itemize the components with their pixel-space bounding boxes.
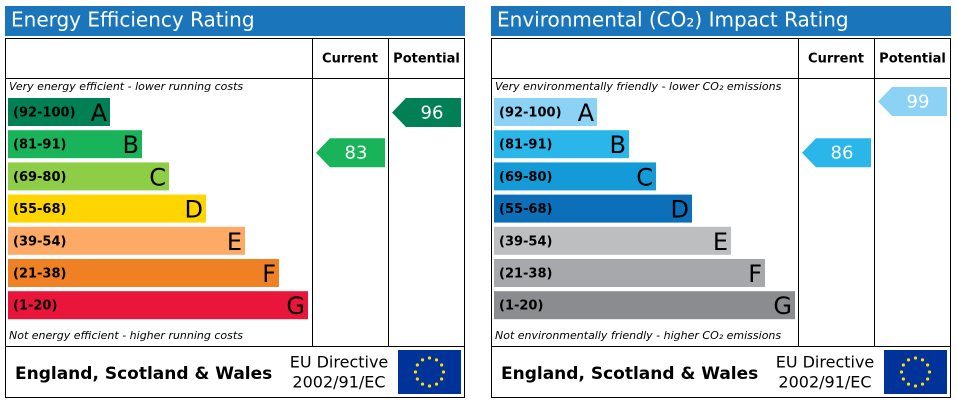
band (8, 162, 169, 191)
bottom-note: Not environmentally friendly - higher CO… (495, 329, 781, 342)
band (494, 291, 795, 320)
band (8, 194, 206, 223)
band-letter: C (149, 163, 166, 191)
eu-star (927, 370, 932, 374)
bottom-note: Not energy efficient - higher running co… (9, 329, 243, 342)
eu-star (906, 358, 911, 362)
eu-star (920, 382, 925, 386)
rating-value: 96 (421, 103, 444, 124)
band-range: (69-80) (13, 170, 66, 185)
table-frame (491, 38, 951, 398)
band-range: (39-54) (499, 234, 552, 249)
eu-star (415, 377, 419, 381)
band-letter: F (748, 260, 762, 288)
eu-star (899, 370, 904, 374)
top-note: Very energy efficient - lower running co… (9, 80, 243, 93)
eu-star (920, 358, 925, 362)
band-letter: G (773, 292, 792, 320)
band-letter: C (636, 163, 653, 191)
directive: EU Directive (290, 353, 389, 372)
eu-star (901, 377, 905, 381)
band-letter: E (713, 228, 728, 256)
band-letter: A (578, 99, 595, 127)
eu-star (434, 382, 439, 386)
rating-arrow (802, 138, 871, 168)
column-header: Current (322, 52, 378, 67)
title: Energy Efficiency Rating (11, 8, 255, 32)
band (494, 98, 597, 126)
band-letter: D (671, 196, 689, 224)
top-note: Very environmentally friendly - lower CO… (495, 80, 782, 93)
directive: EU Directive (776, 353, 875, 372)
column-header: Potential (879, 52, 946, 67)
band (494, 130, 629, 159)
band (8, 130, 142, 159)
band-range: (55-68) (13, 202, 66, 217)
band (8, 226, 245, 255)
band (8, 291, 308, 320)
band-range: (92-100) (13, 106, 76, 121)
band-range: (81-91) (499, 138, 552, 153)
eu-star (913, 384, 918, 388)
eu-star (413, 370, 418, 374)
eu-star (420, 358, 425, 362)
rating-panel: Energy Efficiency Rating Current Potential… (5, 6, 465, 398)
eu-star (906, 382, 911, 386)
eu-star (427, 384, 432, 388)
band-letter: D (185, 196, 203, 224)
eu-star (440, 377, 444, 381)
eu-star (913, 356, 918, 360)
band-letter: G (286, 292, 305, 320)
rating-arrow (316, 138, 385, 168)
directive: 2002/91/EC (778, 373, 871, 392)
band-letter: A (91, 99, 108, 127)
footer-region: England, Scotland & Wales (501, 364, 758, 384)
band-letter: E (227, 228, 242, 256)
band-range: (39-54) (13, 234, 66, 249)
band-range: (92-100) (499, 106, 562, 121)
band-range: (55-68) (499, 202, 552, 217)
band-letter: B (610, 131, 626, 159)
rating-value: 86 (831, 143, 854, 164)
rating-arrow (878, 87, 947, 116)
band (8, 259, 279, 287)
title-bar (491, 6, 951, 36)
eu-star (926, 363, 930, 367)
eu-star (427, 356, 432, 360)
band-range: (1-20) (13, 299, 57, 314)
eu-star (415, 363, 419, 367)
rating-arrow (392, 98, 461, 127)
band (494, 162, 656, 191)
band (494, 259, 765, 287)
band-range: (69-80) (499, 170, 552, 185)
column-header: Potential (393, 52, 460, 67)
rating-value: 99 (907, 92, 930, 113)
title-bar (5, 6, 465, 36)
band-letter: B (123, 131, 139, 159)
band-range: (1-20) (499, 299, 543, 314)
rating-panel: Environmental (CO₂) Impact Rating Current… (491, 6, 951, 398)
band (494, 194, 692, 223)
band-letter: F (262, 260, 276, 288)
directive: 2002/91/EC (292, 373, 385, 392)
band (8, 98, 110, 126)
band-range: (21-38) (499, 267, 552, 282)
table-frame (5, 38, 465, 398)
eu-star (440, 363, 444, 367)
band-range: (81-91) (13, 138, 66, 153)
eu-star (441, 370, 446, 374)
eu-star (926, 377, 930, 381)
eu-star (434, 358, 439, 362)
eu-star (901, 363, 905, 367)
column-header: Current (808, 52, 864, 67)
title: Environmental (CO₂) Impact Rating (497, 8, 849, 32)
band-range: (21-38) (13, 267, 66, 282)
footer-region: England, Scotland & Wales (15, 364, 272, 384)
rating-value: 83 (345, 143, 368, 164)
eu-star (420, 382, 425, 386)
band (494, 226, 731, 255)
